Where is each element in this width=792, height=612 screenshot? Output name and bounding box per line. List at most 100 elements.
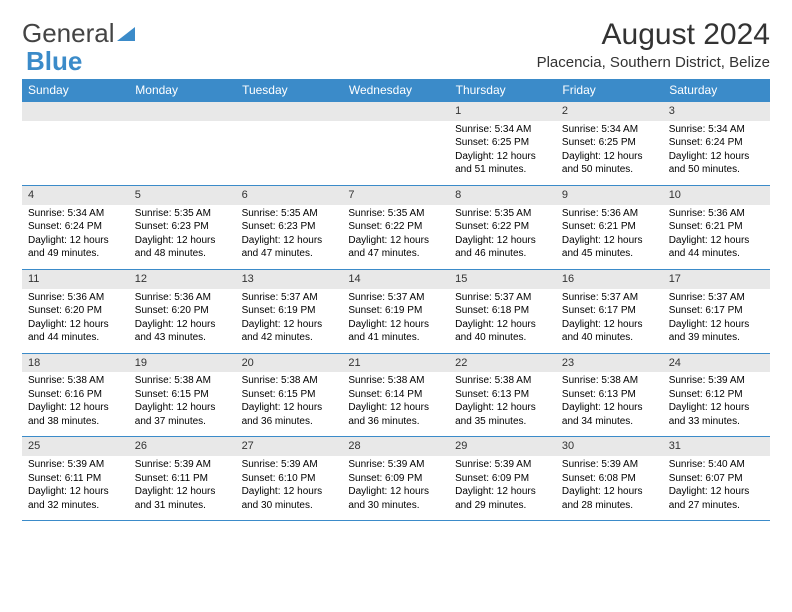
logo-blue-line: Blue bbox=[26, 46, 82, 77]
sunset-line: Sunset: 6:15 PM bbox=[242, 388, 337, 402]
sunrise-line: Sunrise: 5:39 AM bbox=[348, 458, 443, 472]
sunset-line: Sunset: 6:20 PM bbox=[135, 304, 230, 318]
day-details: Sunrise: 5:37 AMSunset: 6:19 PMDaylight:… bbox=[236, 289, 343, 353]
day-number: 31 bbox=[663, 437, 770, 456]
day-details: Sunrise: 5:40 AMSunset: 6:07 PMDaylight:… bbox=[663, 456, 770, 520]
sunrise-line: Sunrise: 5:36 AM bbox=[28, 291, 123, 305]
daylight-line: Daylight: 12 hours and 35 minutes. bbox=[455, 401, 550, 428]
day-details: Sunrise: 5:37 AMSunset: 6:17 PMDaylight:… bbox=[663, 289, 770, 353]
daylight-line: Daylight: 12 hours and 41 minutes. bbox=[348, 318, 443, 345]
daylight-line: Daylight: 12 hours and 42 minutes. bbox=[242, 318, 337, 345]
day-details: Sunrise: 5:38 AMSunset: 6:13 PMDaylight:… bbox=[556, 372, 663, 436]
daylight-line: Daylight: 12 hours and 47 minutes. bbox=[242, 234, 337, 261]
day-number: 1 bbox=[449, 102, 556, 121]
daylight-line: Daylight: 12 hours and 50 minutes. bbox=[562, 150, 657, 177]
sunset-line: Sunset: 6:22 PM bbox=[455, 220, 550, 234]
day-details: Sunrise: 5:35 AMSunset: 6:23 PMDaylight:… bbox=[236, 205, 343, 269]
sunrise-line: Sunrise: 5:36 AM bbox=[669, 207, 764, 221]
day-header: Wednesday bbox=[342, 79, 449, 102]
day-details: Sunrise: 5:34 AMSunset: 6:24 PMDaylight:… bbox=[663, 121, 770, 185]
sunrise-line: Sunrise: 5:38 AM bbox=[562, 374, 657, 388]
sunset-line: Sunset: 6:11 PM bbox=[28, 472, 123, 486]
calendar-header-row: SundayMondayTuesdayWednesdayThursdayFrid… bbox=[22, 79, 770, 102]
page-title: August 2024 bbox=[537, 18, 770, 52]
sunrise-line: Sunrise: 5:35 AM bbox=[455, 207, 550, 221]
day-details: Sunrise: 5:35 AMSunset: 6:22 PMDaylight:… bbox=[342, 205, 449, 269]
logo-triangle-icon bbox=[117, 25, 137, 43]
day-details: Sunrise: 5:35 AMSunset: 6:22 PMDaylight:… bbox=[449, 205, 556, 269]
calendar-cell: 18Sunrise: 5:38 AMSunset: 6:16 PMDayligh… bbox=[22, 353, 129, 437]
daylight-line: Daylight: 12 hours and 43 minutes. bbox=[135, 318, 230, 345]
day-details: Sunrise: 5:39 AMSunset: 6:10 PMDaylight:… bbox=[236, 456, 343, 520]
calendar-cell: 17Sunrise: 5:37 AMSunset: 6:17 PMDayligh… bbox=[663, 269, 770, 353]
day-number: 27 bbox=[236, 437, 343, 456]
day-number: 16 bbox=[556, 270, 663, 289]
day-number-empty bbox=[22, 102, 129, 121]
daylight-line: Daylight: 12 hours and 36 minutes. bbox=[348, 401, 443, 428]
day-number: 19 bbox=[129, 354, 236, 373]
calendar-cell: 21Sunrise: 5:38 AMSunset: 6:14 PMDayligh… bbox=[342, 353, 449, 437]
calendar-cell: 25Sunrise: 5:39 AMSunset: 6:11 PMDayligh… bbox=[22, 437, 129, 521]
day-details: Sunrise: 5:36 AMSunset: 6:20 PMDaylight:… bbox=[129, 289, 236, 353]
daylight-line: Daylight: 12 hours and 30 minutes. bbox=[348, 485, 443, 512]
daylight-line: Daylight: 12 hours and 29 minutes. bbox=[455, 485, 550, 512]
sunset-line: Sunset: 6:14 PM bbox=[348, 388, 443, 402]
calendar-cell: 4Sunrise: 5:34 AMSunset: 6:24 PMDaylight… bbox=[22, 185, 129, 269]
sunrise-line: Sunrise: 5:34 AM bbox=[455, 123, 550, 137]
logo-text-general: General bbox=[22, 18, 115, 49]
sunrise-line: Sunrise: 5:39 AM bbox=[242, 458, 337, 472]
calendar-body: 1Sunrise: 5:34 AMSunset: 6:25 PMDaylight… bbox=[22, 102, 770, 521]
daylight-line: Daylight: 12 hours and 46 minutes. bbox=[455, 234, 550, 261]
calendar-cell bbox=[129, 102, 236, 186]
sunset-line: Sunset: 6:13 PM bbox=[562, 388, 657, 402]
daylight-line: Daylight: 12 hours and 40 minutes. bbox=[562, 318, 657, 345]
sunrise-line: Sunrise: 5:37 AM bbox=[348, 291, 443, 305]
sunset-line: Sunset: 6:15 PM bbox=[135, 388, 230, 402]
day-number: 18 bbox=[22, 354, 129, 373]
calendar-cell: 9Sunrise: 5:36 AMSunset: 6:21 PMDaylight… bbox=[556, 185, 663, 269]
daylight-line: Daylight: 12 hours and 44 minutes. bbox=[669, 234, 764, 261]
sunrise-line: Sunrise: 5:38 AM bbox=[242, 374, 337, 388]
daylight-line: Daylight: 12 hours and 40 minutes. bbox=[455, 318, 550, 345]
sunset-line: Sunset: 6:20 PM bbox=[28, 304, 123, 318]
daylight-line: Daylight: 12 hours and 31 minutes. bbox=[135, 485, 230, 512]
day-details: Sunrise: 5:38 AMSunset: 6:13 PMDaylight:… bbox=[449, 372, 556, 436]
calendar-cell: 6Sunrise: 5:35 AMSunset: 6:23 PMDaylight… bbox=[236, 185, 343, 269]
day-number: 29 bbox=[449, 437, 556, 456]
sunset-line: Sunset: 6:21 PM bbox=[669, 220, 764, 234]
calendar-cell: 26Sunrise: 5:39 AMSunset: 6:11 PMDayligh… bbox=[129, 437, 236, 521]
day-number: 21 bbox=[342, 354, 449, 373]
day-number: 28 bbox=[342, 437, 449, 456]
calendar-cell: 27Sunrise: 5:39 AMSunset: 6:10 PMDayligh… bbox=[236, 437, 343, 521]
calendar-cell: 28Sunrise: 5:39 AMSunset: 6:09 PMDayligh… bbox=[342, 437, 449, 521]
sunset-line: Sunset: 6:22 PM bbox=[348, 220, 443, 234]
day-details: Sunrise: 5:36 AMSunset: 6:21 PMDaylight:… bbox=[663, 205, 770, 269]
sunset-line: Sunset: 6:25 PM bbox=[562, 136, 657, 150]
sunrise-line: Sunrise: 5:34 AM bbox=[562, 123, 657, 137]
day-details: Sunrise: 5:36 AMSunset: 6:20 PMDaylight:… bbox=[22, 289, 129, 353]
calendar-cell: 15Sunrise: 5:37 AMSunset: 6:18 PMDayligh… bbox=[449, 269, 556, 353]
calendar-cell: 11Sunrise: 5:36 AMSunset: 6:20 PMDayligh… bbox=[22, 269, 129, 353]
sunset-line: Sunset: 6:17 PM bbox=[562, 304, 657, 318]
day-number: 8 bbox=[449, 186, 556, 205]
calendar-cell: 1Sunrise: 5:34 AMSunset: 6:25 PMDaylight… bbox=[449, 102, 556, 186]
day-number: 2 bbox=[556, 102, 663, 121]
calendar-cell bbox=[342, 102, 449, 186]
day-number: 30 bbox=[556, 437, 663, 456]
day-header: Friday bbox=[556, 79, 663, 102]
sunrise-line: Sunrise: 5:38 AM bbox=[348, 374, 443, 388]
calendar-cell: 23Sunrise: 5:38 AMSunset: 6:13 PMDayligh… bbox=[556, 353, 663, 437]
sunset-line: Sunset: 6:13 PM bbox=[455, 388, 550, 402]
daylight-line: Daylight: 12 hours and 27 minutes. bbox=[669, 485, 764, 512]
sunset-line: Sunset: 6:07 PM bbox=[669, 472, 764, 486]
calendar-week-row: 4Sunrise: 5:34 AMSunset: 6:24 PMDaylight… bbox=[22, 185, 770, 269]
calendar-cell: 12Sunrise: 5:36 AMSunset: 6:20 PMDayligh… bbox=[129, 269, 236, 353]
day-number: 26 bbox=[129, 437, 236, 456]
calendar-cell: 13Sunrise: 5:37 AMSunset: 6:19 PMDayligh… bbox=[236, 269, 343, 353]
day-details: Sunrise: 5:37 AMSunset: 6:19 PMDaylight:… bbox=[342, 289, 449, 353]
sunrise-line: Sunrise: 5:36 AM bbox=[135, 291, 230, 305]
day-number: 23 bbox=[556, 354, 663, 373]
day-details: Sunrise: 5:39 AMSunset: 6:09 PMDaylight:… bbox=[449, 456, 556, 520]
calendar-cell: 5Sunrise: 5:35 AMSunset: 6:23 PMDaylight… bbox=[129, 185, 236, 269]
daylight-line: Daylight: 12 hours and 36 minutes. bbox=[242, 401, 337, 428]
